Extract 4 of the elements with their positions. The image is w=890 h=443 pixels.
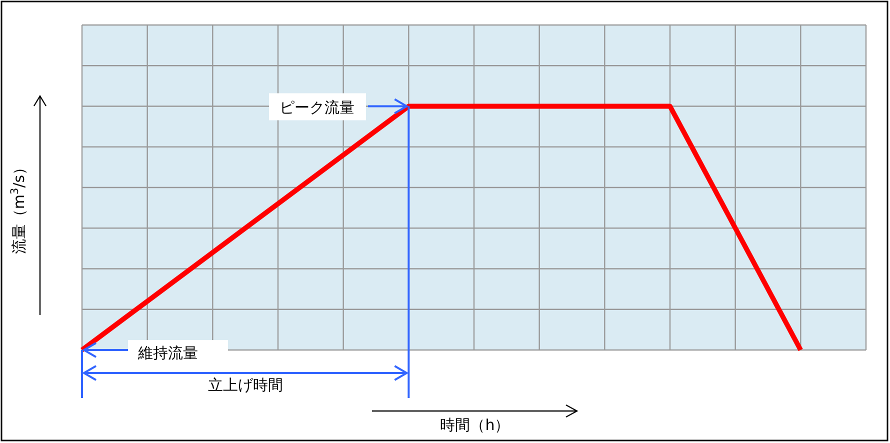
text: 立上げ時間	[208, 376, 283, 394]
annotation: 維持流量	[137, 344, 198, 362]
x-axis-title: 時間（h）	[440, 416, 510, 434]
annotation: ピーク流量	[280, 98, 354, 116]
